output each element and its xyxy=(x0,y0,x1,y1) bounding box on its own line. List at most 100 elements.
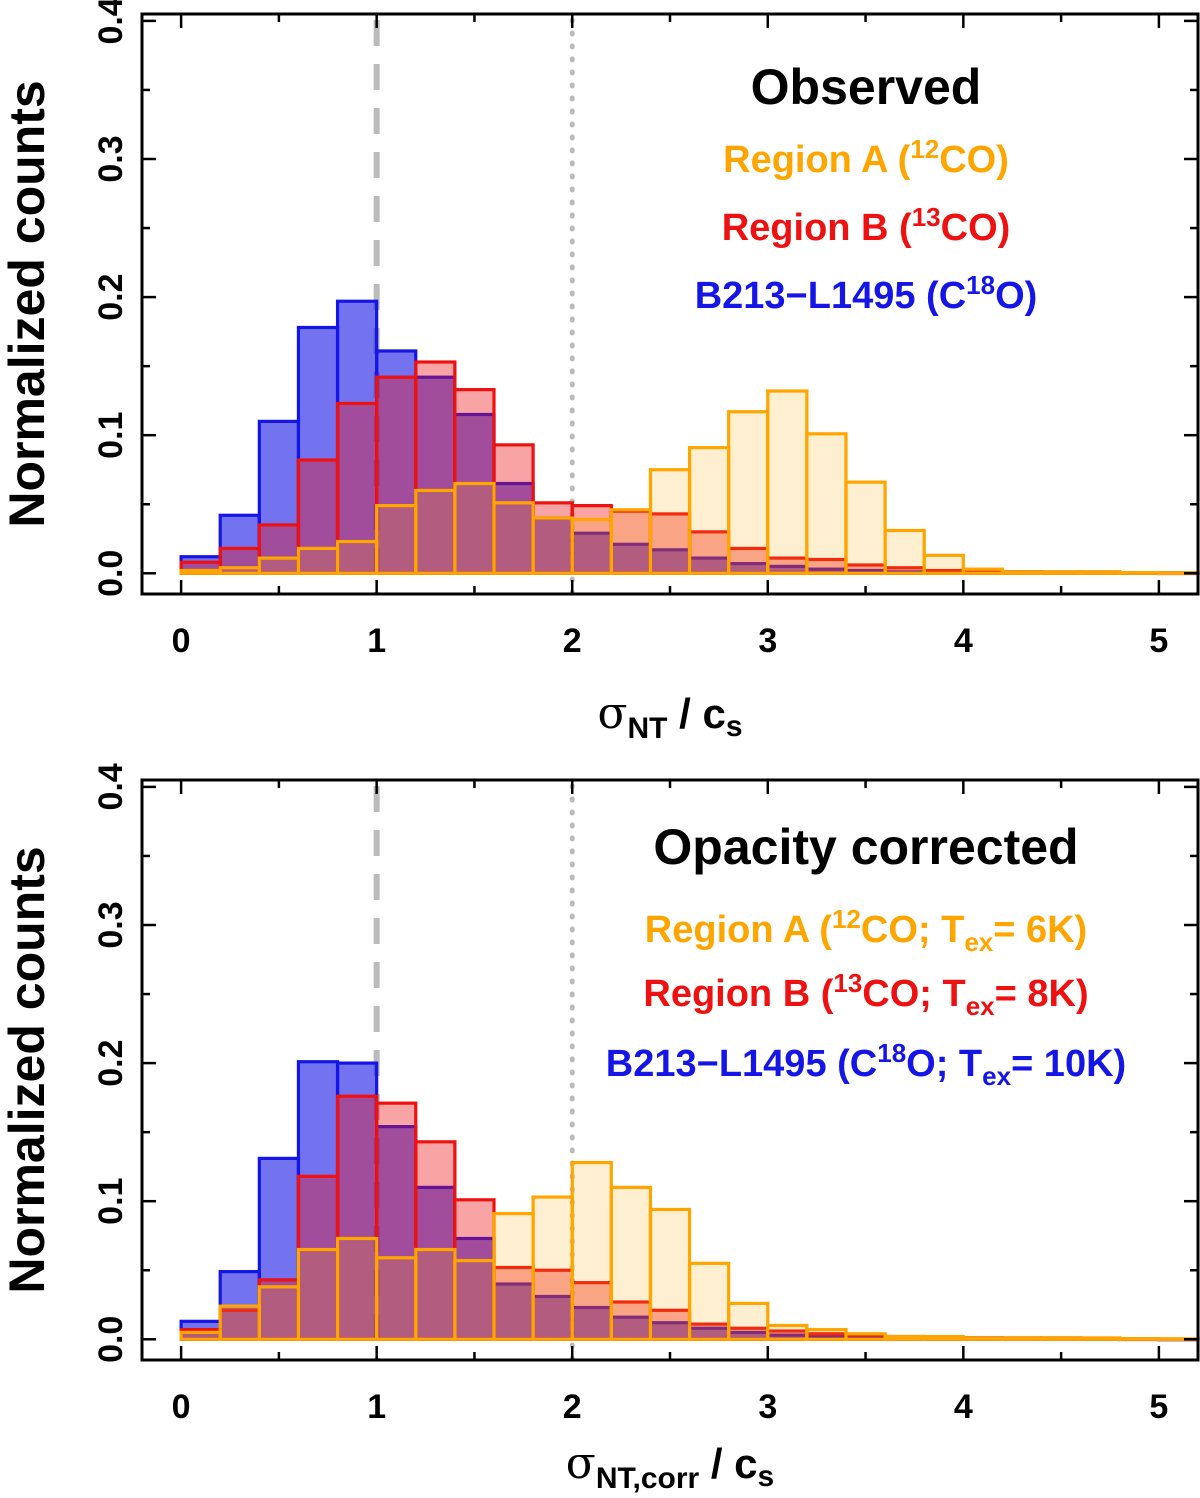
x-tick-label: 2 xyxy=(563,622,582,660)
histogram-bar xyxy=(648,512,692,575)
histogram-bar xyxy=(296,325,340,575)
histogram-bar xyxy=(883,528,926,575)
histogram-bar xyxy=(257,523,301,575)
histogram-bar xyxy=(531,516,574,575)
x-tick-label: 4 xyxy=(954,1388,973,1426)
histogram-bar xyxy=(961,567,1005,575)
legend-entry-b213: B213−L1495 (C18O; Tex= 10K) xyxy=(606,1038,1126,1091)
histogram-bar xyxy=(687,446,731,575)
histogram-bar xyxy=(414,1185,457,1341)
histogram-bar xyxy=(296,1247,340,1341)
histogram-bar xyxy=(218,1304,261,1341)
histogram-bar xyxy=(218,566,261,575)
series-region-a xyxy=(179,389,1200,575)
x-axis-label: σNT / cs xyxy=(597,688,742,745)
legend-entry-regionB: Region B (13CO; Tex= 8K) xyxy=(643,968,1088,1021)
histogram-bar xyxy=(531,1195,574,1341)
histogram-bar xyxy=(1039,1336,1083,1341)
histogram-bar xyxy=(1039,570,1083,575)
histogram-bar xyxy=(727,1301,770,1341)
x-tick-label: 2 xyxy=(563,1388,582,1426)
x-tick-label: 0 xyxy=(172,622,191,660)
histogram-bar xyxy=(335,1236,379,1341)
histogram-bar xyxy=(375,1256,418,1341)
histogram-bar xyxy=(453,1258,496,1341)
y-tick-label: 0.2 xyxy=(92,1039,130,1086)
histogram-bar xyxy=(375,504,418,575)
histogram-bar xyxy=(570,1160,613,1341)
y-tick-label: 0.4 xyxy=(92,763,130,810)
histogram-bar xyxy=(179,1330,222,1341)
histogram-bar xyxy=(570,531,613,575)
histogram-bar xyxy=(1118,1336,1161,1341)
histogram-bar xyxy=(335,539,379,575)
y-axis-label: Normalized counts xyxy=(0,846,55,1293)
histogram-bar xyxy=(961,1336,1005,1341)
histogram-bar xyxy=(531,1294,574,1341)
histogram-bar xyxy=(844,1332,887,1341)
histogram-bar xyxy=(414,1247,457,1341)
legend-title: Observed xyxy=(751,59,982,115)
histogram-bar xyxy=(727,410,770,575)
histogram-bar xyxy=(805,432,848,575)
histogram-bar xyxy=(179,568,222,575)
histogram-bar xyxy=(453,1236,496,1341)
histogram-bar xyxy=(687,1261,731,1341)
series-b213-l1495 xyxy=(179,1060,1200,1342)
histogram-bar xyxy=(844,480,887,575)
series-region-b xyxy=(179,1094,1200,1342)
histogram-bar xyxy=(648,1207,692,1341)
y-axis-label: Normalized counts xyxy=(0,80,55,527)
series-region-a xyxy=(179,1160,1200,1341)
histogram-bar xyxy=(922,1334,965,1341)
y-tick-label: 0.1 xyxy=(92,1178,130,1225)
y-tick-label: 0.2 xyxy=(92,273,130,320)
panel-opacity-corrected: 0 1 2 3 4 5 0.0 0.1 0.2 0.3 0.4 Normalized counts σN… xyxy=(0,763,1200,1495)
histogram-bar xyxy=(492,501,535,575)
y-tick-label: 0.0 xyxy=(92,550,130,597)
x-tick-label: 5 xyxy=(1149,622,1168,660)
histogram-bar xyxy=(1000,1336,1044,1341)
y-tick-label: 0.0 xyxy=(92,1316,130,1363)
x-tick-label: 1 xyxy=(367,1388,386,1426)
histogram-bar xyxy=(257,556,301,575)
histogram-bar xyxy=(766,1323,809,1341)
histogram-bar xyxy=(453,481,496,575)
x-axis-label: σNT,corr / cs xyxy=(566,1438,774,1495)
panel-observed: 0 1 2 3 4 5 0.0 0.1 0.2 0.3 0.4 Normalized counts σN… xyxy=(0,0,1200,745)
y-tick-label: 0.4 xyxy=(92,0,130,45)
histogram-bar xyxy=(1000,570,1044,575)
histogram-bar xyxy=(1118,570,1161,575)
histogram-bar xyxy=(609,508,653,575)
histogram-bar xyxy=(766,389,809,575)
histogram-bar xyxy=(492,443,535,575)
histogram-bar xyxy=(922,553,965,575)
legend-entry-regionA: Region A (12CO; Tex= 6K) xyxy=(645,904,1087,957)
y-tick-label: 0.3 xyxy=(92,901,130,948)
legend-entry-regionA: Region A (12CO) xyxy=(723,134,1009,181)
legend-entry-regionB: Region B (13CO) xyxy=(722,202,1011,249)
histogram-bar xyxy=(257,1285,301,1341)
histogram-bar xyxy=(218,513,261,575)
legend-title: Opacity corrected xyxy=(653,819,1078,875)
histogram-bar xyxy=(609,1185,653,1341)
histogram-bar xyxy=(257,1156,301,1341)
histogram-bar xyxy=(805,1328,848,1341)
histogram-bar xyxy=(883,1334,926,1341)
histogram-bar xyxy=(1079,1336,1122,1341)
x-tick-label: 5 xyxy=(1149,1388,1168,1426)
x-tick-label: 1 xyxy=(367,622,386,660)
histogram-bar xyxy=(453,1198,496,1341)
histogram-bar xyxy=(335,1094,379,1341)
histogram-bar xyxy=(1079,570,1122,575)
y-tick-label: 0.3 xyxy=(92,135,130,182)
x-tick-label: 4 xyxy=(954,622,973,660)
x-tick-label: 3 xyxy=(758,1388,777,1426)
histogram-bar xyxy=(335,401,379,575)
histogram-bar xyxy=(414,488,457,575)
histogram-bar xyxy=(648,468,692,575)
y-tick-label: 0.1 xyxy=(92,412,130,459)
x-tick-label: 0 xyxy=(172,1388,191,1426)
x-tick-label: 3 xyxy=(758,622,777,660)
